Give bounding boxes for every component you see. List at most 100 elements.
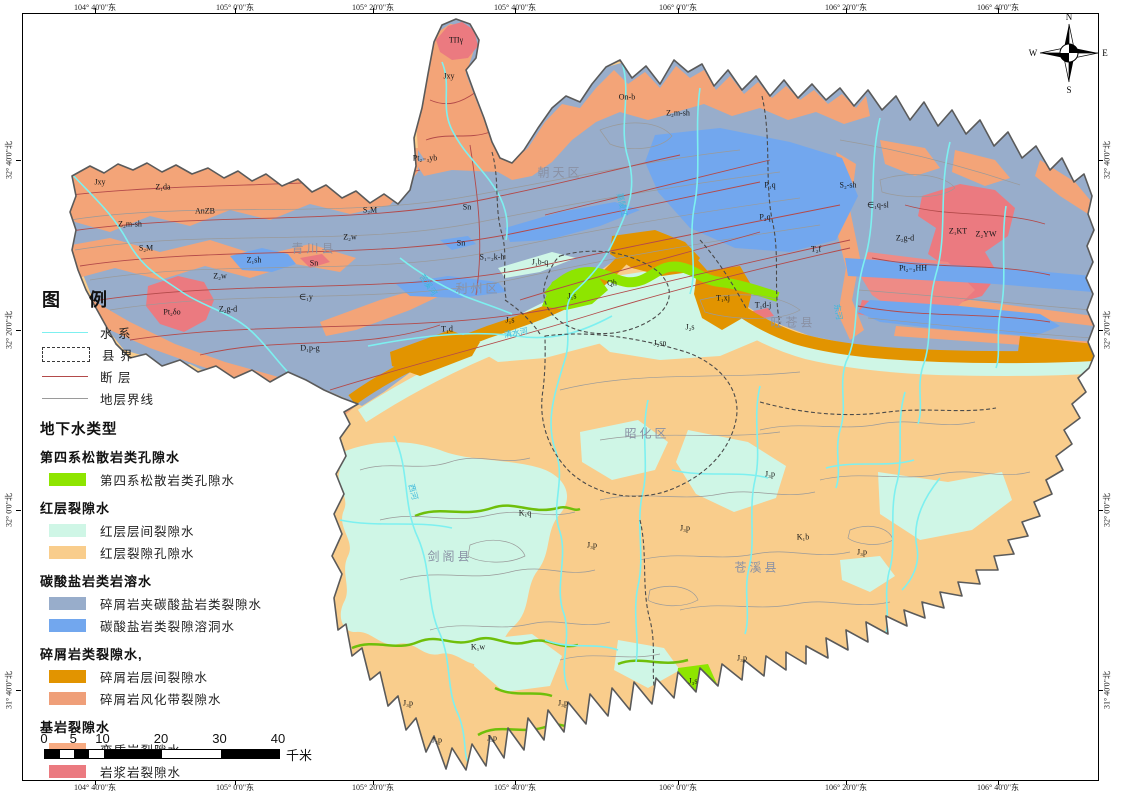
axis-tick — [998, 780, 999, 785]
geo-unit-label: J₃p — [737, 653, 747, 663]
scale-bar: 千米 0 5 10 20 30 40 — [40, 731, 344, 773]
axis-tick — [846, 8, 847, 13]
geo-unit-label: T₁xj — [716, 293, 730, 303]
geo-unit-label: Z₂g-d — [895, 233, 915, 243]
county-name-label: 朝天区 — [537, 165, 583, 180]
longitude-label-top: 105° 20'0"东 — [352, 3, 394, 12]
legend-swatch-item: 岩浆岩裂隙水 — [38, 761, 293, 782]
scale-tick-label: 20 — [153, 731, 169, 746]
county-name-label: 旺苍县 — [770, 315, 816, 330]
geo-unit-label: J₃p — [403, 698, 413, 708]
geo-unit-label: T₁d — [441, 324, 453, 334]
legend-swatch-label: 碎屑岩风化带裂隙水 — [100, 693, 222, 707]
scale-bar-segment — [88, 750, 104, 758]
geo-unit-label: Z₂YW — [975, 229, 997, 239]
geo-unit-label: S₂-sh — [839, 180, 857, 190]
legend-swatch-item: 碎屑岩夹碳酸盐岩类裂隙水 — [38, 593, 293, 614]
axis-tick — [95, 780, 96, 785]
geo-unit-label: J₂sn — [653, 338, 667, 348]
longitude-label-top: 105° 0'0"东 — [216, 3, 254, 12]
scale-tick-label: 0 — [40, 731, 48, 746]
scale-bar-segment — [220, 750, 279, 758]
scale-tick-label: 5 — [69, 731, 77, 746]
geo-unit-label: Z₁da — [155, 182, 171, 192]
geo-unit-label: Z₂m-sh — [118, 219, 142, 229]
legend-color-swatch — [49, 546, 86, 559]
legend-color-swatch — [49, 524, 86, 537]
longitude-label-top: 104° 40'0"东 — [74, 3, 116, 12]
legend-swatch-label: 碎屑岩层间裂隙水 — [100, 671, 209, 685]
legend-swatch-label: 红层层间裂隙水 — [100, 525, 195, 539]
geo-unit-label: S₂M — [138, 243, 154, 253]
geo-unit-label: Jxy — [94, 177, 106, 187]
rivers — [70, 61, 1007, 767]
geo-unit-label: Pt₂δo — [163, 307, 181, 317]
geo-unit-label: Z₂w — [343, 232, 357, 242]
geo-unit-label: K₁q — [518, 508, 532, 518]
axis-tick — [515, 8, 516, 13]
latitude-label-right: 32° 0'0"北 — [1102, 493, 1112, 527]
legend-color-swatch — [49, 473, 86, 486]
geo-unit-label: T₂f — [810, 244, 822, 254]
stratum-boundaries — [70, 122, 1093, 661]
river-symbol — [42, 332, 88, 333]
fault-symbol — [42, 376, 88, 377]
geo-unit-label: T₁d-j — [754, 300, 772, 310]
legend-swatch-item: 碎屑岩风化带裂隙水 — [38, 688, 293, 709]
longitude-label-top: 106° 0'0"东 — [659, 3, 697, 12]
geo-unit-label: Z₂m-sh — [666, 108, 690, 118]
geo-unit-label: Sn — [309, 258, 319, 268]
compass-n-label: N — [1066, 12, 1073, 22]
axis-tick — [235, 780, 236, 785]
axis-tick — [1098, 330, 1103, 331]
fault-lines — [70, 91, 1051, 391]
axis-tick — [1098, 690, 1103, 691]
legend-color-swatch — [49, 765, 86, 778]
zone-carbonate-cave — [230, 128, 1093, 336]
geo-unit-label: J₁b-q — [531, 257, 549, 267]
geo-unit-label: Z₁sh — [246, 255, 262, 265]
scale-bar-unit: 千米 — [286, 748, 313, 763]
geo-unit-label: Pt₂₋₃HH — [898, 263, 928, 273]
legend-group-heading: 红层裂隙水 — [40, 501, 111, 516]
legend-line-label: 断 层 — [100, 371, 132, 385]
axis-tick — [373, 8, 374, 13]
stratum-symbol — [42, 398, 88, 399]
compass-rose: N E S W — [1029, 12, 1109, 95]
legend-swatch-label: 碎屑岩夹碳酸盐岩类裂隙水 — [100, 598, 263, 612]
scale-bar-segment — [103, 750, 162, 758]
geo-unit-label: P₂q — [759, 212, 771, 222]
legend-swatch-item: 红层裂隙孔隙水 — [38, 542, 293, 563]
county-boundaries — [491, 95, 997, 699]
legend-line-item-fault: 断 层 — [38, 366, 293, 387]
longitude-label-bottom: 105° 20'0"东 — [352, 783, 394, 792]
axis-tick — [16, 690, 21, 691]
geo-unit-label: D₁p-g — [300, 343, 320, 353]
longitude-label-bottom: 105° 0'0"东 — [216, 783, 254, 792]
longitude-label-bottom: 104° 40'0"东 — [74, 783, 116, 792]
geo-unit-label: J₃p — [765, 469, 775, 479]
latitude-label-right: 32° 40'0"北 — [1102, 141, 1112, 179]
legend-line-label: 县 界 — [102, 349, 134, 363]
axis-tick — [16, 330, 21, 331]
geo-unit-label: S₂M — [362, 205, 378, 215]
scale-bar-segment — [45, 750, 60, 758]
geo-unit-label: S₁₋₂k-h — [479, 252, 505, 262]
geo-unit-label: Z₂w — [213, 271, 227, 281]
longitude-label-bottom: 106° 20'0"东 — [825, 783, 867, 792]
legend-swatch-label: 第四系松散岩类孔隙水 — [100, 474, 236, 488]
geo-unit-label: J₃p — [432, 735, 442, 745]
legend-swatch-item: 碎屑岩层间裂隙水 — [38, 666, 293, 687]
axis-tick — [515, 780, 516, 785]
geo-unit-label: Sn — [456, 238, 466, 248]
axis-tick — [235, 8, 236, 13]
geo-unit-label: Pt₂₋₃yb — [412, 153, 438, 163]
axis-tick — [1098, 160, 1103, 161]
longitude-label-top: 105° 40'0"东 — [494, 3, 536, 12]
legend-group-heading: 第四系松散岩类孔隙水 — [40, 450, 181, 465]
geo-unit-label: J₃p — [680, 523, 690, 533]
axis-tick — [373, 780, 374, 785]
axis-tick — [678, 780, 679, 785]
